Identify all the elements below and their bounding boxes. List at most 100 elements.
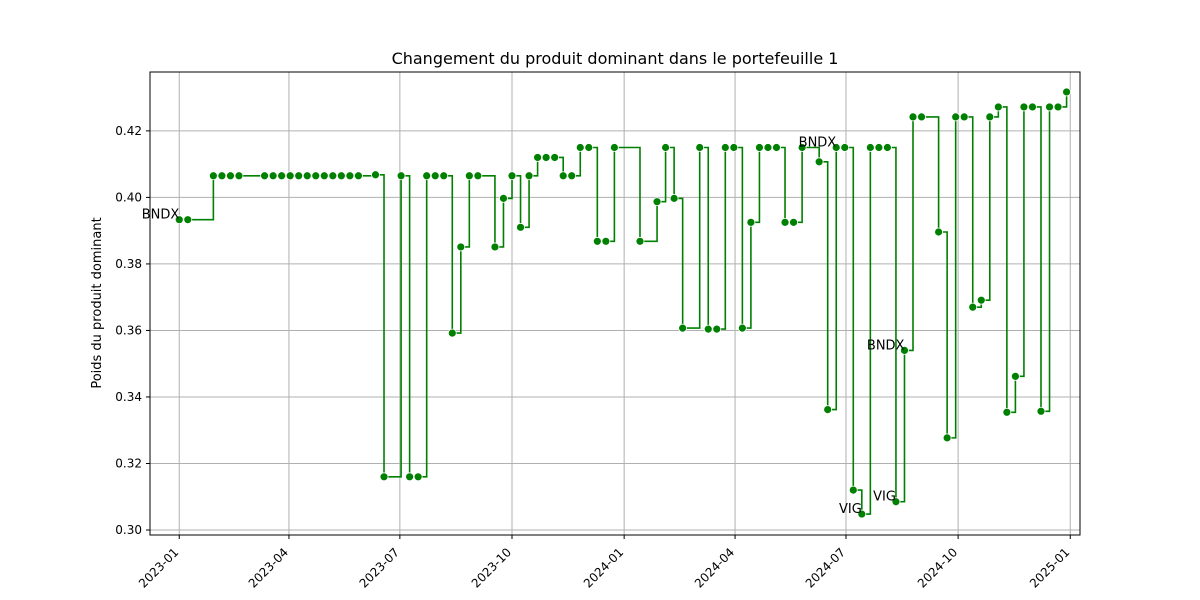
data-point	[1011, 371, 1020, 381]
annotation-label: BNDX	[142, 208, 180, 223]
data-point	[456, 242, 466, 252]
data-point	[302, 171, 312, 181]
data-point	[789, 217, 798, 227]
x-axis: 2023-01 2023-04 2023-07 2023-10 2024-01 2024-…	[136, 535, 1072, 591]
data-point	[541, 153, 551, 162]
data-point	[720, 143, 730, 152]
data-point	[891, 497, 901, 507]
data-point	[678, 323, 688, 333]
data-point	[1053, 102, 1063, 112]
y-tick-label: 0.30	[115, 523, 142, 537]
annotation-label: VIG	[839, 502, 862, 517]
data-point	[550, 153, 560, 162]
data-point	[217, 171, 227, 181]
annotation-label: VIG	[873, 490, 896, 505]
series-line	[179, 91, 1068, 515]
data-point	[558, 171, 568, 181]
grid	[150, 72, 1080, 535]
data-point	[285, 171, 295, 181]
data-point	[226, 171, 235, 181]
chart-title: Changement du produit dominant dans le p…	[392, 49, 839, 68]
data-point	[575, 143, 585, 152]
x-tick-label: 2025-01	[1027, 545, 1072, 590]
data-point	[917, 112, 926, 122]
data-point	[985, 112, 995, 122]
data-point	[848, 485, 858, 495]
data-point	[405, 472, 415, 482]
data-point	[900, 345, 909, 355]
data-point	[823, 405, 833, 415]
data-point	[857, 509, 867, 519]
data-point	[490, 242, 500, 252]
data-point	[567, 171, 577, 181]
data-point	[268, 171, 278, 181]
data-point	[277, 171, 287, 181]
y-tick-label: 0.32	[115, 456, 142, 470]
plot-frame	[149, 71, 1081, 536]
data-point	[584, 143, 594, 152]
data-point	[319, 171, 329, 181]
y-axis-label: Poids du produit dominant	[90, 217, 105, 388]
data-point	[976, 295, 986, 305]
data-point	[413, 472, 423, 482]
data-point	[592, 236, 602, 246]
data-point	[371, 170, 380, 180]
data-point	[1002, 407, 1012, 417]
x-tick-label: 2023-10	[469, 545, 514, 590]
data-point	[422, 171, 432, 181]
data-point	[183, 215, 193, 225]
data-point	[959, 112, 969, 122]
data-point	[260, 171, 269, 181]
y-tick-label: 0.36	[115, 323, 142, 337]
data-point	[379, 472, 389, 482]
data-point	[1062, 87, 1071, 97]
data-point	[695, 143, 705, 152]
data-point	[208, 171, 218, 181]
data-point	[831, 143, 841, 152]
data-point	[635, 236, 645, 246]
data-point	[755, 143, 764, 152]
data-point	[294, 171, 304, 181]
data-point	[737, 323, 747, 333]
data-point	[797, 143, 807, 152]
data-point	[840, 143, 850, 152]
data-point	[814, 157, 824, 167]
data-point	[336, 171, 346, 181]
annotations: BNDX BNDX BNDX VIG VIG	[142, 136, 905, 518]
data-point	[601, 236, 611, 246]
annotation-label: BNDX	[799, 136, 837, 151]
y-tick-label: 0.34	[115, 390, 142, 404]
data-point	[234, 171, 244, 181]
x-tick-label: 2023-04	[246, 545, 291, 590]
data-point	[934, 227, 944, 237]
data-point	[942, 433, 952, 443]
data-point	[763, 143, 773, 152]
data-point	[345, 171, 355, 181]
data-point	[883, 143, 892, 152]
x-tick-label: 2023-07	[357, 545, 402, 590]
y-tick-label: 0.42	[115, 124, 142, 138]
x-tick-label: 2024-07	[803, 545, 848, 590]
data-point	[507, 171, 517, 181]
data-point	[1045, 102, 1054, 112]
data-point	[780, 217, 790, 227]
data-point	[1028, 102, 1037, 112]
data-point	[1019, 102, 1029, 112]
data-point	[328, 171, 338, 181]
data-point	[908, 112, 918, 122]
data-point	[669, 193, 679, 203]
data-point	[524, 171, 534, 181]
data-point	[874, 143, 884, 152]
data-point	[609, 143, 619, 152]
data-point	[712, 324, 722, 334]
data-point	[1036, 406, 1046, 416]
data-point	[746, 217, 756, 227]
y-axis: 0.30 0.32 0.34 0.36 0.38 0.40 0.42	[115, 124, 150, 537]
data-point	[703, 324, 713, 334]
data-point	[396, 171, 406, 181]
data-point	[464, 171, 474, 181]
x-tick-label: 2024-10	[915, 545, 960, 590]
data-point	[533, 153, 542, 162]
data-point	[652, 197, 662, 207]
